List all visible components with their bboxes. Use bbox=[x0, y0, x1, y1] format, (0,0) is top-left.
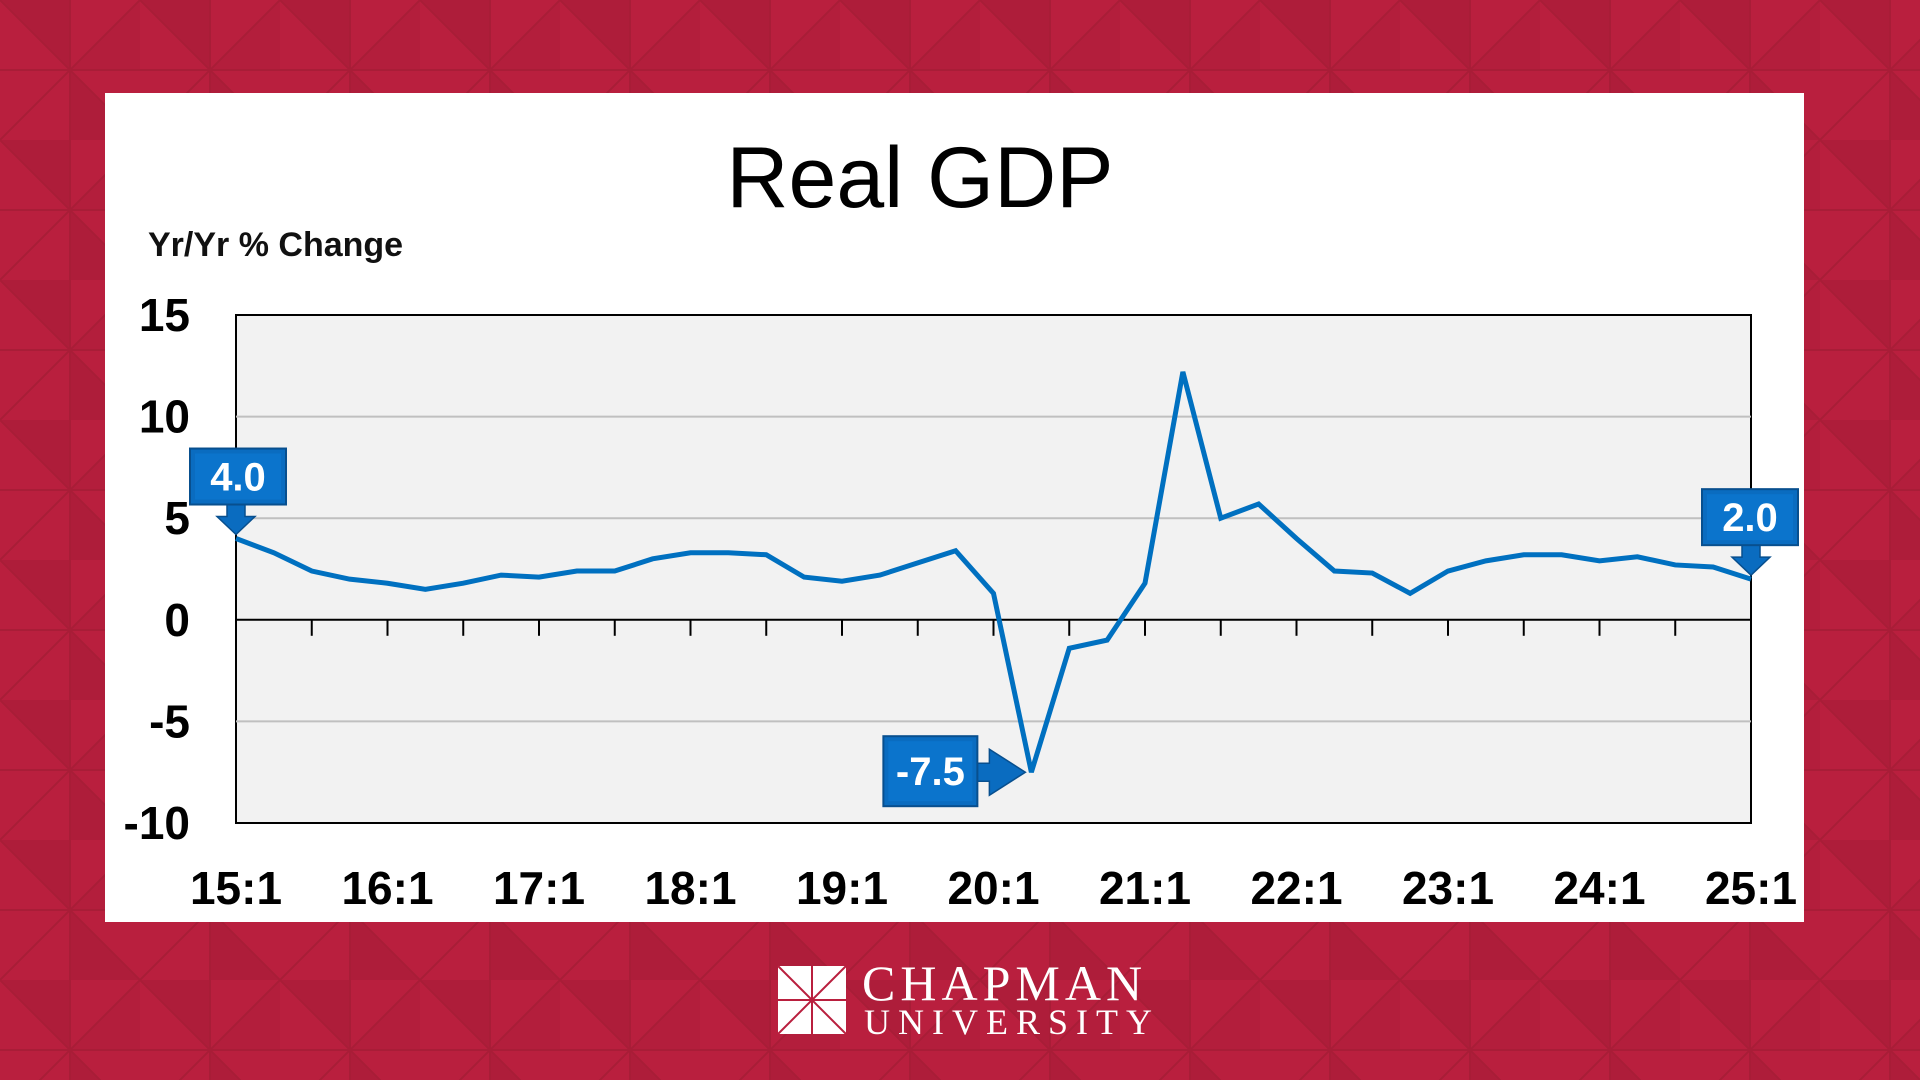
x-tick-label: 21:1 bbox=[1099, 862, 1191, 914]
y-tick-label: 15 bbox=[139, 289, 190, 341]
y-tick-label: 0 bbox=[164, 594, 190, 646]
x-tick-label: 18:1 bbox=[644, 862, 736, 914]
logo-text-chapman: CHAPMAN bbox=[862, 955, 1147, 1011]
x-tick-label: 19:1 bbox=[796, 862, 888, 914]
x-tick-label: 25:1 bbox=[1705, 862, 1797, 914]
series-line-real-gdp bbox=[235, 371, 1752, 773]
arrow-right-icon bbox=[976, 747, 1027, 797]
chapman-logo: CHAPMAN UNIVERSITY bbox=[777, 955, 1160, 1042]
y-tick-label: 10 bbox=[139, 391, 190, 443]
data-callout: -7.5 bbox=[882, 735, 1027, 808]
logo-text-university: UNIVERSITY bbox=[864, 1002, 1160, 1042]
callout-label: 4.0 bbox=[210, 456, 266, 500]
chart-title: Real GDP bbox=[726, 130, 1113, 226]
x-tick-label: 16:1 bbox=[341, 862, 433, 914]
y-axis-label: Yr/Yr % Change bbox=[148, 226, 403, 264]
arrow-down-icon bbox=[215, 503, 257, 536]
y-tick-label: -10 bbox=[124, 797, 190, 849]
plot-area bbox=[235, 314, 1752, 824]
callout-box-inner bbox=[1707, 494, 1793, 541]
x-tick-label: 17:1 bbox=[493, 862, 585, 914]
data-callout: 4.0 bbox=[189, 447, 287, 536]
chapman-logo-mark bbox=[777, 965, 847, 1035]
callout-box-inner bbox=[195, 453, 281, 500]
callout-label: -7.5 bbox=[896, 750, 965, 794]
x-tick-label: 24:1 bbox=[1553, 862, 1645, 914]
x-tick-label: 22:1 bbox=[1250, 862, 1342, 914]
callout-label: 2.0 bbox=[1722, 496, 1778, 540]
y-tick-label: 5 bbox=[164, 492, 190, 544]
x-tick-label: 23:1 bbox=[1402, 862, 1494, 914]
data-callout: 2.0 bbox=[1701, 488, 1799, 577]
y-tick-label: -5 bbox=[149, 695, 190, 747]
x-tick-label: 15:1 bbox=[190, 862, 282, 914]
arrow-down-icon bbox=[1730, 544, 1772, 577]
callout-box-inner bbox=[888, 741, 973, 802]
x-tick-label: 20:1 bbox=[947, 862, 1039, 914]
